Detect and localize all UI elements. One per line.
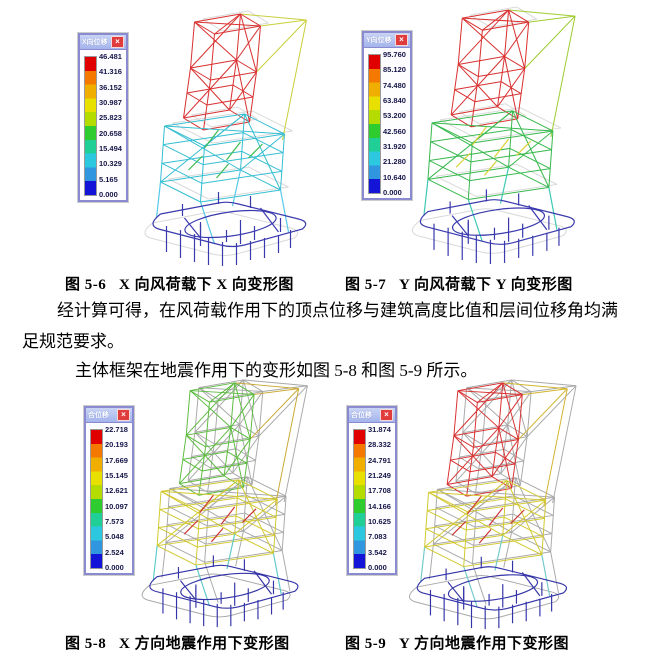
legend-value: 0.000 <box>383 188 402 197</box>
close-icon: × <box>111 36 124 48</box>
legend-value: 21.280 <box>383 157 406 167</box>
legend-window-x-quake: 合位移 × 22.718 20.193 17.669 15.145 12.621 10.0… <box>83 405 135 576</box>
legend-value: 21.249 <box>368 471 391 480</box>
legend-title: Y向位移 <box>366 37 392 44</box>
legend-value: 31.874 <box>368 425 391 434</box>
legend-values: 22.718 20.193 17.669 15.145 12.621 10.097 7.57… <box>105 425 131 572</box>
legend-value: 74.480 <box>383 80 406 90</box>
legend-titlebar: Y向位移 × <box>364 33 410 48</box>
legend-value: 36.152 <box>99 82 122 92</box>
paragraph-1-line-1: 经计算可得，在风荷载作用下的顶点位移与建筑高度比值和层间位移角均满 <box>57 301 618 320</box>
close-icon: × <box>380 409 393 421</box>
legend-value: 63.840 <box>383 96 406 105</box>
legend-value: 7.573 <box>105 517 124 526</box>
legend-titlebar: 合位移 × <box>349 408 395 423</box>
color-scale-bar <box>368 54 381 194</box>
figure-caption-5-8: 图 5-8 X 方向地震作用下变形图 <box>65 636 290 652</box>
legend-value: 42.560 <box>383 126 406 136</box>
wireframe-fig-5-7 <box>411 6 576 264</box>
wireframe-fig-5-9 <box>408 379 577 630</box>
legend-value: 10.640 <box>383 172 406 182</box>
legend-value: 7.083 <box>368 532 387 542</box>
figure-caption-5-7: 图 5-7 Y 向风荷载下 Y 向变形图 <box>345 277 573 293</box>
legend-values: 46.481 41.316 36.152 30.987 25.823 20.658 15.4… <box>99 52 125 199</box>
legend-title: X向位移 <box>82 39 108 46</box>
legend-body: 22.718 20.193 17.669 15.145 12.621 10.097 7.57… <box>86 423 132 573</box>
legend-value: 3.542 <box>368 547 387 557</box>
legend-value: 17.669 <box>105 455 128 465</box>
legend-value: 28.332 <box>368 440 391 450</box>
legend-titlebar: X向位移 × <box>80 35 126 50</box>
legend-value: 46.481 <box>99 52 122 61</box>
legend-value: 22.718 <box>105 425 128 434</box>
legend-window-x-wind: X向位移 × 46.481 41.316 36.152 30.987 25.823 20.… <box>77 32 129 203</box>
color-scale-bar <box>90 429 103 569</box>
legend-value: 12.621 <box>105 486 128 496</box>
wireframe-fig-5-6 <box>144 10 307 266</box>
legend-value: 20.193 <box>105 440 128 450</box>
wireframe-fig-5-8 <box>141 379 308 628</box>
legend-value: 5.048 <box>105 532 124 542</box>
legend-value: 41.316 <box>99 67 122 77</box>
paragraph-2: 主体框架在地震作用下的变形如图 5-8 和图 5-9 所示。 <box>75 361 478 380</box>
legend-value: 10.097 <box>105 501 128 511</box>
legend-value: 20.658 <box>99 128 122 138</box>
figure-caption-5-9: 图 5-9 Y 方向地震作用下变形图 <box>345 636 570 652</box>
legend-title: 合位移 <box>88 412 109 419</box>
legend-value: 30.987 <box>99 98 122 107</box>
color-scale-bar <box>84 56 97 196</box>
legend-value: 85.120 <box>383 65 406 75</box>
legend-value: 2.524 <box>105 547 124 557</box>
legend-value: 15.494 <box>99 144 122 153</box>
legend-value: 0.000 <box>368 563 387 572</box>
legend-value: 95.760 <box>383 50 406 59</box>
paragraph-1-line-2: 足规范要求。 <box>22 332 124 351</box>
legend-value: 14.166 <box>368 501 391 511</box>
legend-window-y-quake: 合位移 × 31.874 28.332 24.791 21.249 17.708 14.1… <box>346 405 398 576</box>
legend-value: 0.000 <box>99 190 118 199</box>
figure-caption-5-6: 图 5-6 X 向风荷载下 X 向变形图 <box>65 277 294 293</box>
legend-window-y-wind: Y向位移 × 95.760 85.120 74.480 63.840 53.200 42.… <box>361 30 413 201</box>
legend-value: 0.000 <box>105 563 124 572</box>
legend-body: 95.760 85.120 74.480 63.840 53.200 42.560 31.9… <box>364 48 410 198</box>
legend-value: 10.329 <box>99 159 122 169</box>
legend-values: 95.760 85.120 74.480 63.840 53.200 42.560 31.9… <box>383 50 409 197</box>
legend-value: 10.625 <box>368 517 391 526</box>
legend-title: 合位移 <box>351 412 372 419</box>
close-icon: × <box>395 34 408 46</box>
color-scale-bar <box>353 429 366 569</box>
close-icon: × <box>117 409 130 421</box>
legend-value: 25.823 <box>99 113 122 123</box>
legend-values: 31.874 28.332 24.791 21.249 17.708 14.166 10.6… <box>368 425 394 572</box>
legend-value: 53.200 <box>383 111 406 121</box>
legend-titlebar: 合位移 × <box>86 408 132 423</box>
legend-value: 15.145 <box>105 471 128 480</box>
legend-value: 17.708 <box>368 486 391 496</box>
legend-value: 31.920 <box>383 142 406 151</box>
legend-value: 5.165 <box>99 174 118 184</box>
legend-body: 31.874 28.332 24.791 21.249 17.708 14.166 10.6… <box>349 423 395 573</box>
legend-value: 24.791 <box>368 455 391 465</box>
legend-body: 46.481 41.316 36.152 30.987 25.823 20.658 15.4… <box>80 50 126 200</box>
